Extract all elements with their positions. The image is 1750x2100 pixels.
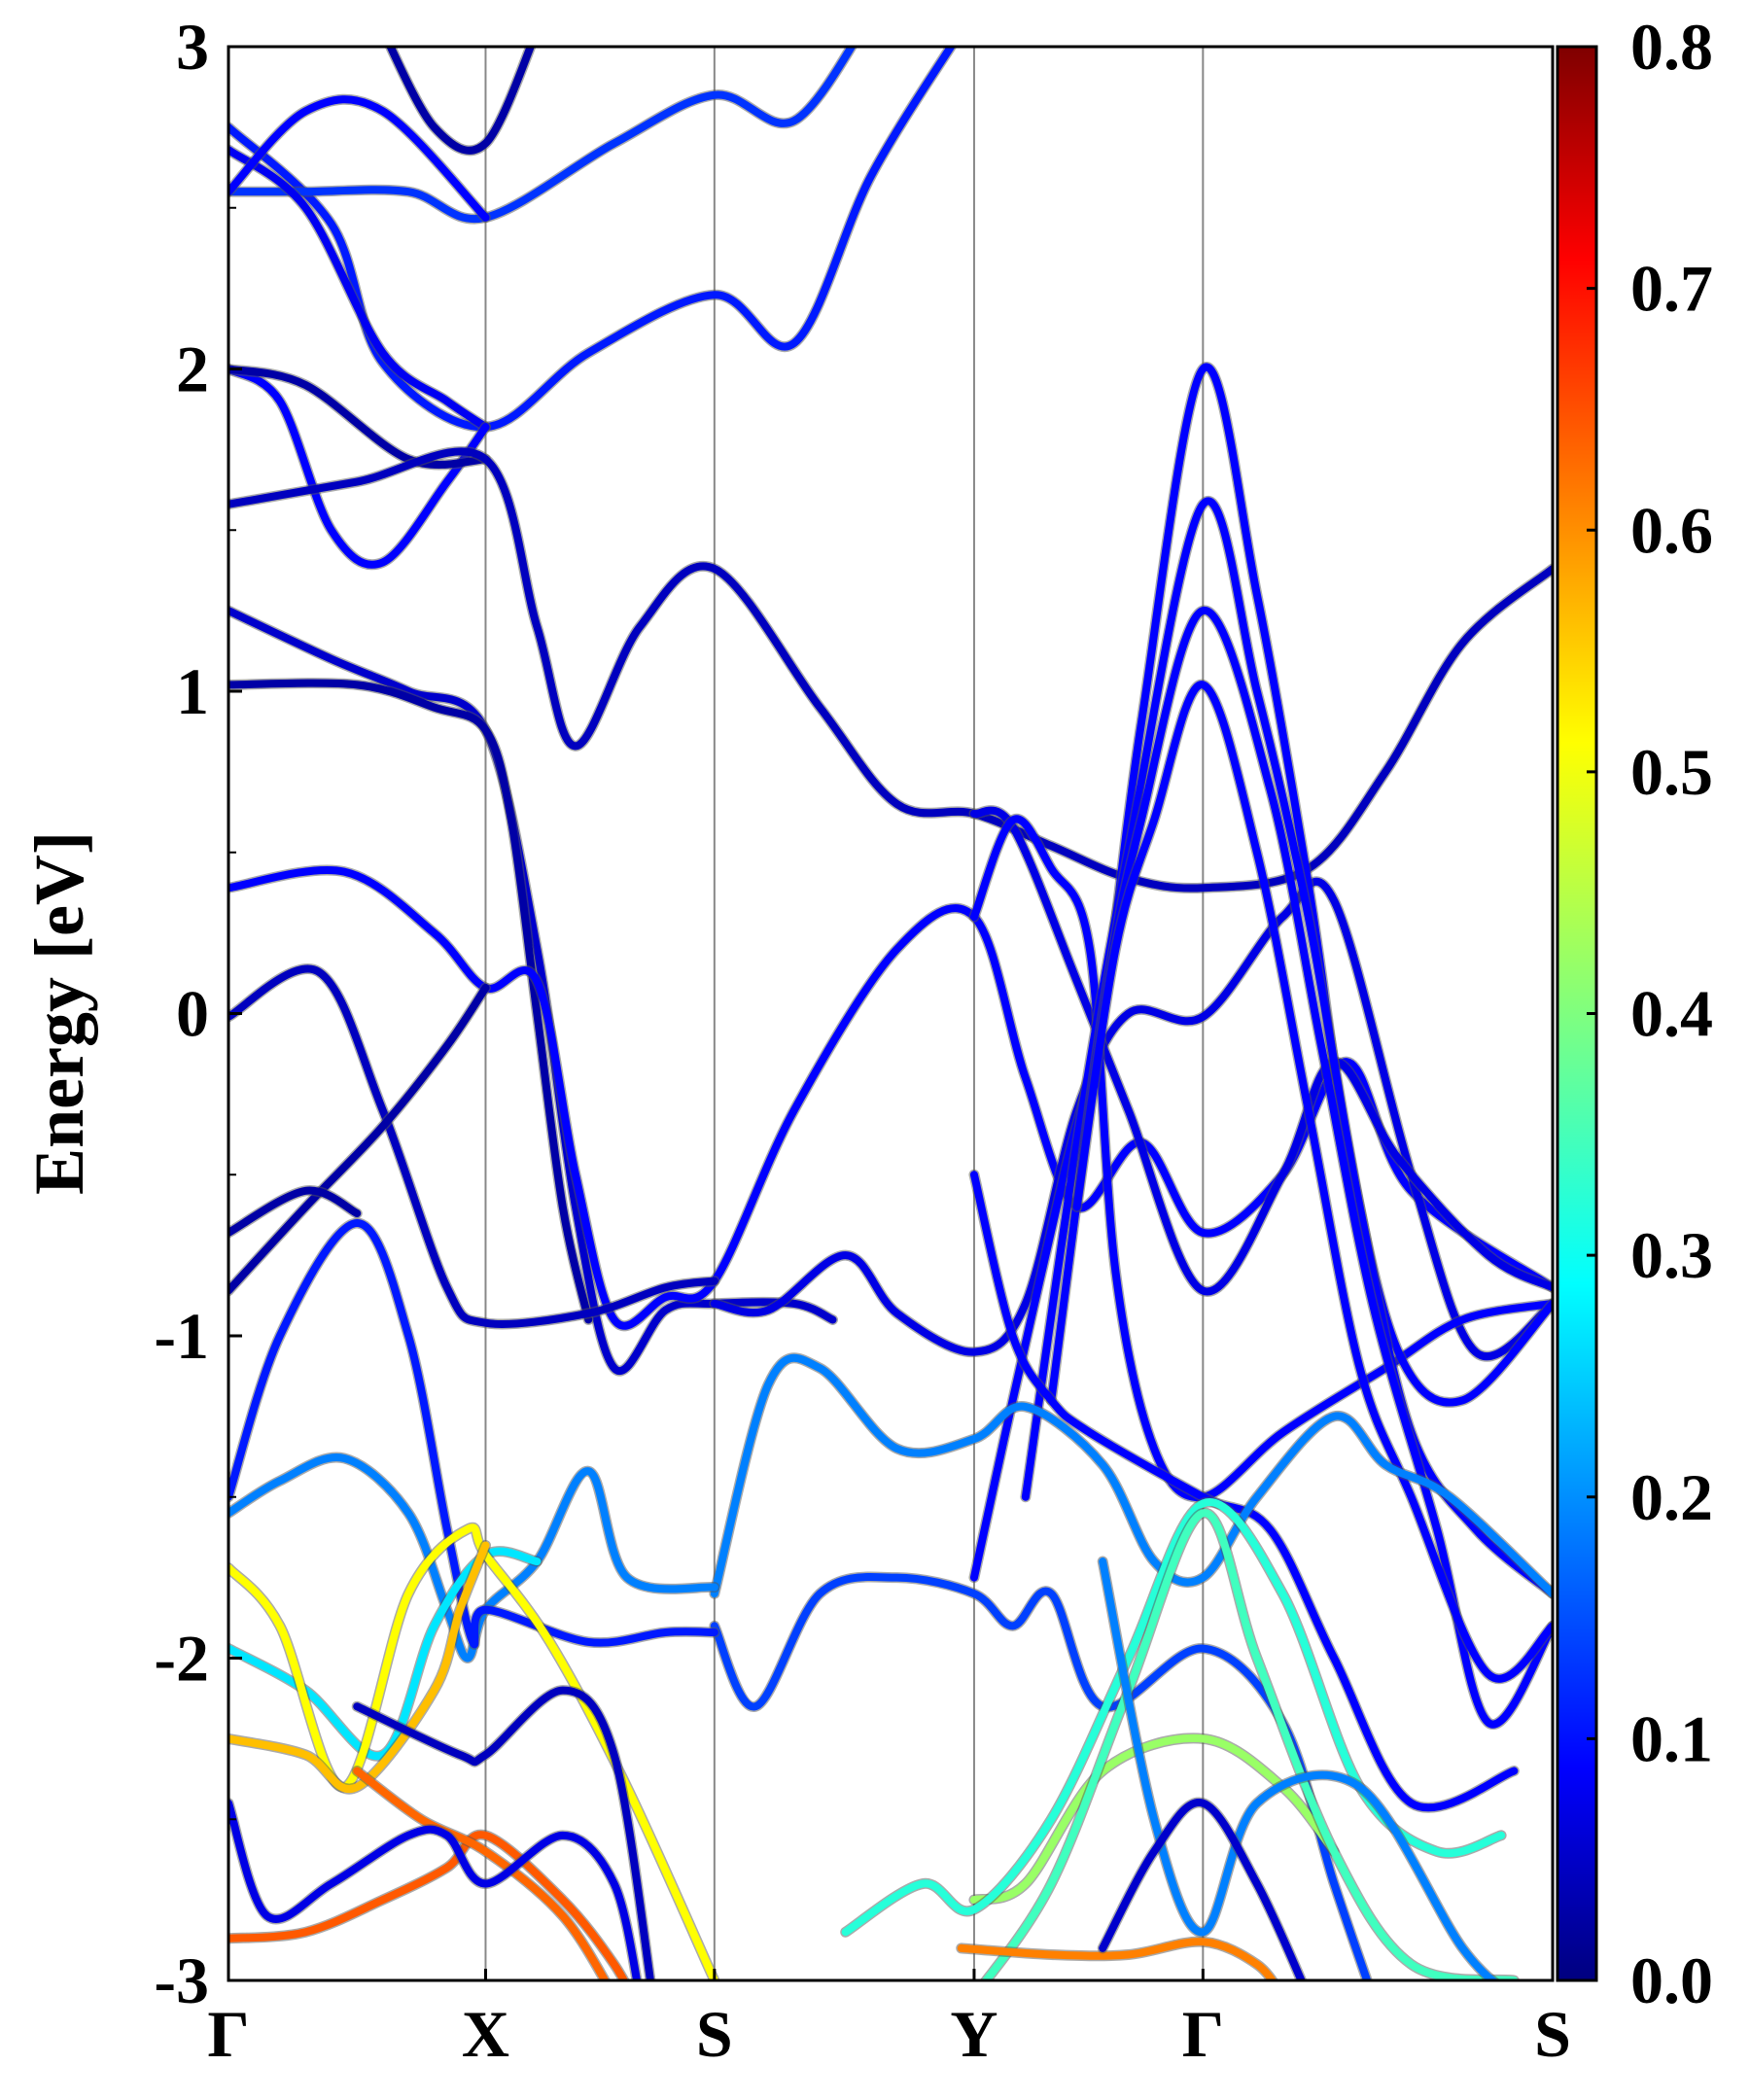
band-line bbox=[228, 983, 490, 1295]
colorbar-tick-label: 0.2 bbox=[1630, 1460, 1713, 1534]
band-line bbox=[228, 1186, 362, 1237]
colorbar-ticks: 0.0 0.1 0.2 0.3 0.4 0.5 0.6 0.7 0.8 bbox=[1587, 10, 1713, 2017]
colorbar-tick-label: 0.7 bbox=[1630, 252, 1713, 326]
y-tick-label: -2 bbox=[154, 1622, 209, 1696]
band-line bbox=[969, 1733, 1339, 1905]
band-line bbox=[228, 146, 490, 432]
x-tick-label: S bbox=[696, 1997, 733, 2071]
band-line bbox=[228, 365, 490, 569]
y-tick-label: -3 bbox=[154, 1943, 209, 2017]
band-line bbox=[228, 47, 956, 432]
colorbar-tick-label: 0.6 bbox=[1630, 493, 1713, 567]
x-tick-label: S bbox=[1534, 1997, 1571, 2071]
x-tick-label: Γ bbox=[1182, 1997, 1224, 2071]
band-line bbox=[353, 1767, 610, 1980]
band-line bbox=[228, 964, 718, 1328]
x-tick-label: Γ bbox=[207, 1997, 249, 2071]
colorbar-tick-label: 0.5 bbox=[1630, 735, 1713, 809]
band-line bbox=[228, 95, 490, 222]
x-tick-label: X bbox=[462, 1997, 509, 2071]
band-line bbox=[969, 363, 1553, 1582]
band-line bbox=[228, 1453, 718, 1662]
colorbar-tick-label: 0.3 bbox=[1630, 1218, 1713, 1292]
band-line bbox=[228, 47, 857, 224]
colorbar-tick-label: 0.8 bbox=[1630, 10, 1713, 84]
band-line bbox=[228, 1547, 542, 1761]
band-line bbox=[957, 1938, 1278, 1980]
band-line bbox=[981, 1509, 1519, 1980]
band-outline bbox=[228, 963, 720, 1330]
y-tick-label: 2 bbox=[176, 332, 209, 406]
band-line bbox=[353, 1686, 654, 1980]
y-axis-label: Energy [eV] bbox=[20, 831, 98, 1195]
y-tick-label: -1 bbox=[154, 1299, 209, 1373]
colorbar-tick-label: 0.4 bbox=[1630, 977, 1713, 1051]
band-line bbox=[228, 1541, 490, 1794]
bands bbox=[228, 47, 1553, 1980]
band-line bbox=[969, 806, 1553, 1296]
band-outline bbox=[228, 1829, 631, 1980]
colorbar-tick-label: 0.0 bbox=[1630, 1943, 1713, 2017]
band-line bbox=[228, 865, 1553, 1330]
colorbar-tick-label: 0.1 bbox=[1630, 1701, 1713, 1775]
band-line bbox=[1047, 607, 1553, 1729]
y-tick-label: 0 bbox=[176, 977, 209, 1051]
x-tick-label: Y bbox=[950, 1997, 998, 2071]
band-outline bbox=[1045, 605, 1553, 1731]
band-outline bbox=[1097, 1797, 1308, 1980]
band-line bbox=[1099, 1558, 1499, 1980]
band-line bbox=[228, 365, 490, 469]
band-outline bbox=[228, 864, 1553, 1332]
band-line bbox=[1072, 681, 1553, 1683]
band-line bbox=[710, 1353, 1553, 1598]
band-outline bbox=[228, 1546, 542, 1762]
y-axis: 3 2 1 0 -1 -2 -3 bbox=[154, 10, 242, 2017]
band-line bbox=[1099, 1799, 1306, 1980]
band-line bbox=[228, 1799, 642, 1980]
band-line bbox=[228, 447, 1553, 892]
y-tick-label: 1 bbox=[176, 654, 209, 728]
band-line bbox=[386, 47, 535, 155]
band-line bbox=[228, 1218, 718, 1649]
y-tick-label: 3 bbox=[176, 10, 209, 84]
band-line bbox=[228, 679, 593, 1324]
